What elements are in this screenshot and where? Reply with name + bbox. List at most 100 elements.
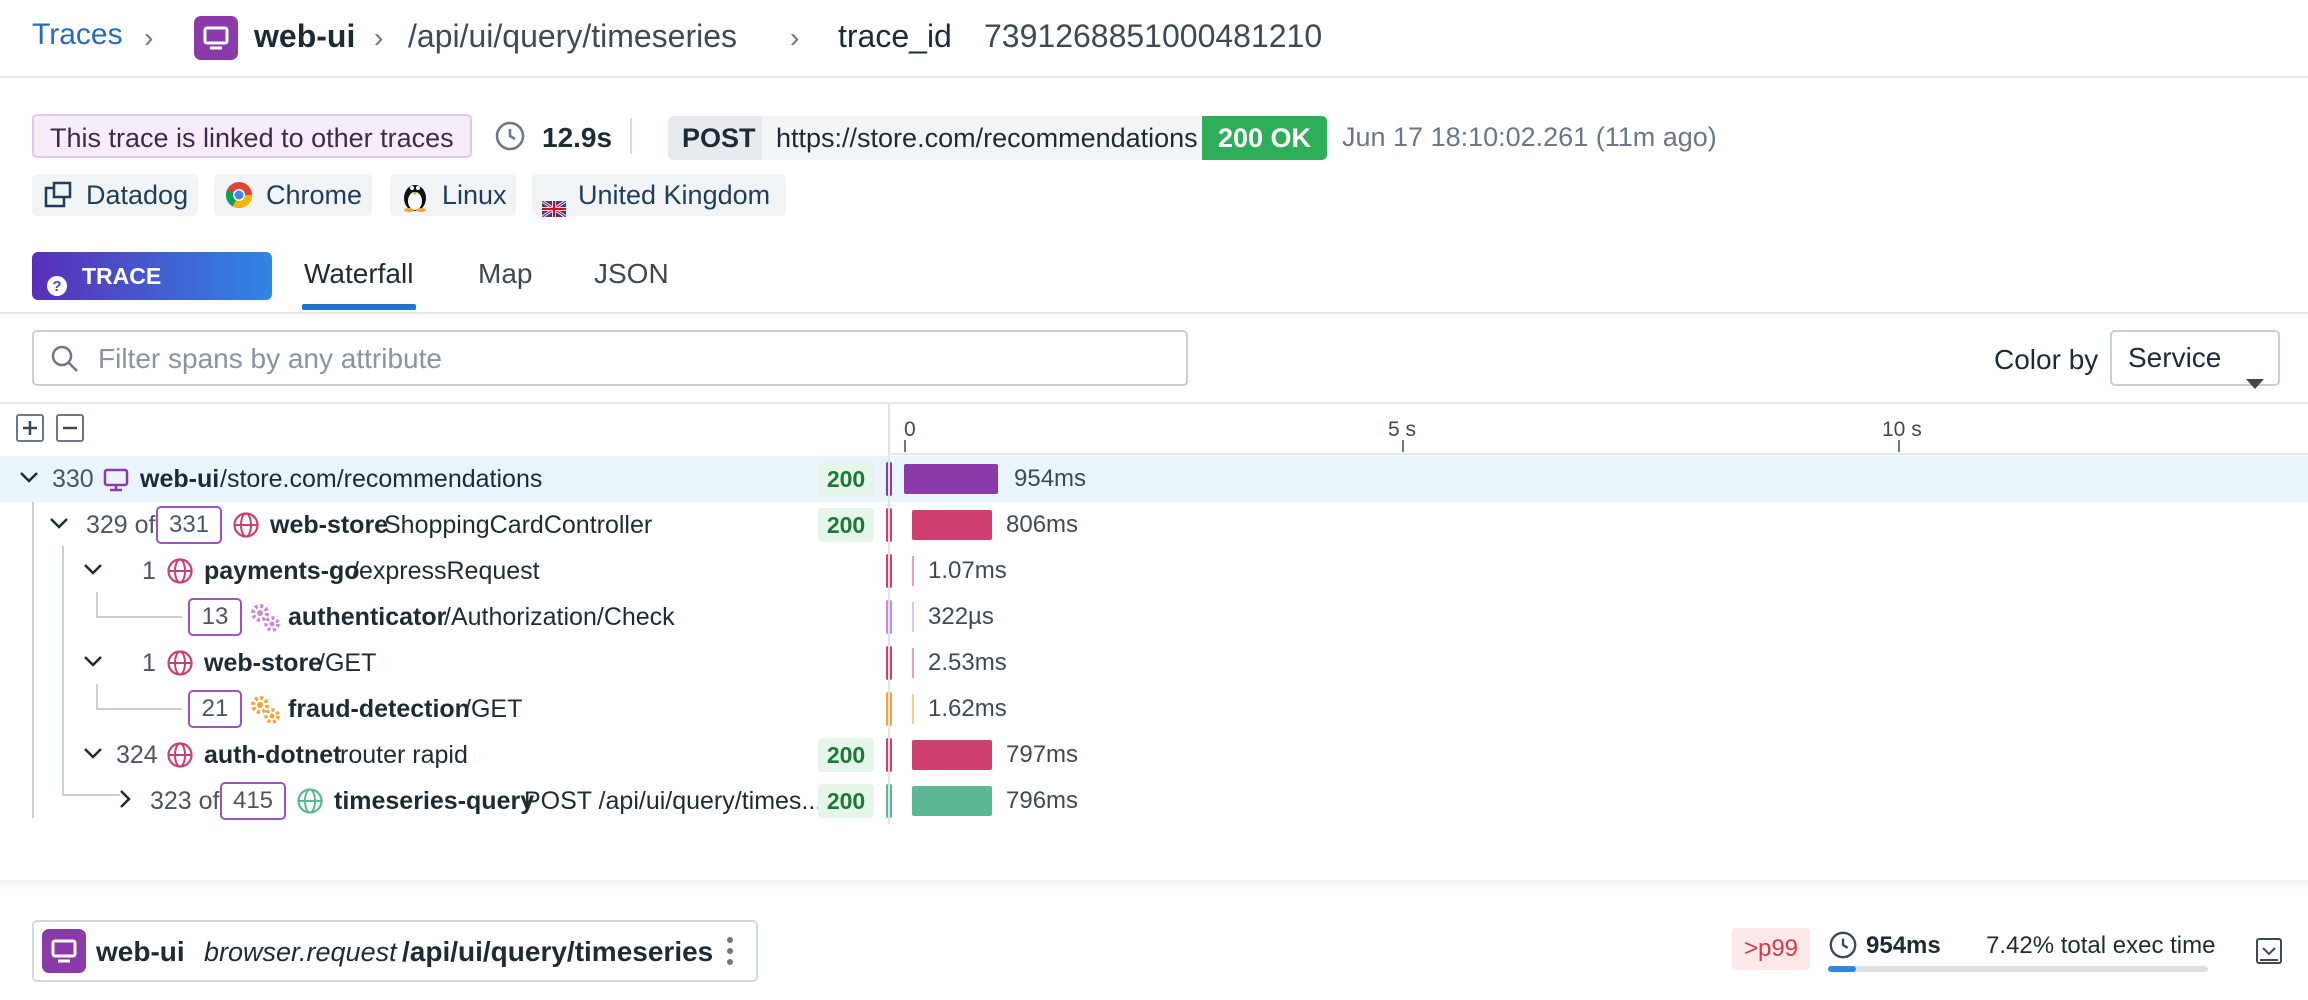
chevron-down-icon[interactable] <box>82 740 104 773</box>
http-status-badge: 200 OK <box>1202 116 1328 160</box>
trace-duration: 12.9s <box>542 122 613 153</box>
percentile-badge: >p99 <box>1732 928 1810 970</box>
span-service: fraud-detection <box>288 695 470 723</box>
svg-text:?: ? <box>52 278 61 295</box>
tree-guide <box>96 708 182 710</box>
span-resource: router rapid <box>340 741 468 769</box>
tag-linux[interactable]: Linux <box>390 174 516 216</box>
tag-chrome[interactable]: Chrome <box>214 174 372 216</box>
globe-icon <box>166 557 194 590</box>
span-bar[interactable] <box>904 464 998 494</box>
span-row[interactable]: 323 of 415 timeseries-query POST /api/ui… <box>0 778 2308 824</box>
span-children-badge[interactable]: 415 <box>220 782 286 820</box>
span-row[interactable]: 21 fraud-detection /GET 1.62ms <box>0 686 2308 732</box>
expand-all-button[interactable] <box>16 414 44 442</box>
span-row[interactable]: 1 web-store /GET 2.53ms <box>0 640 2308 686</box>
datadog-icon <box>42 180 74 222</box>
chevron-down-icon[interactable] <box>82 556 104 589</box>
caret-down-icon <box>2246 354 2264 406</box>
span-duration: 806ms <box>1006 511 1079 538</box>
span-duration: 2.53ms <box>928 649 1007 676</box>
footer-service[interactable]: web-ui <box>96 936 185 967</box>
tick-label-10s: 10 s <box>1882 418 1922 441</box>
chevron-down-icon[interactable] <box>48 510 70 543</box>
tab-waterfall[interactable]: Waterfall <box>304 258 414 289</box>
tag-label: Datadog <box>86 180 189 210</box>
span-service: payments-go <box>204 557 360 585</box>
span-service: timeseries-query <box>334 787 535 815</box>
more-options-icon[interactable] <box>724 934 736 973</box>
monitor-icon <box>102 466 130 499</box>
span-children-badge[interactable]: 21 <box>188 690 242 728</box>
trace-id-value: 7391268851000481210 <box>984 18 1323 54</box>
active-tab-indicator <box>302 304 416 310</box>
request-url[interactable]: https://store.com/recommendations <box>762 116 1212 160</box>
span-bar[interactable] <box>912 602 914 632</box>
tick-label-0: 0 <box>904 418 916 441</box>
chevron-down-icon[interactable] <box>82 648 104 681</box>
tree-guide <box>96 616 182 618</box>
breadcrumb-resource[interactable]: /api/ui/query/timeseries <box>408 18 738 54</box>
globe-icon <box>166 649 194 682</box>
tick-mark <box>1402 440 1404 452</box>
span-bar[interactable] <box>912 648 914 678</box>
span-row[interactable]: 1 payments-go /expressRequest 1.07ms <box>0 548 2308 594</box>
color-by-select[interactable]: Service <box>2110 330 2280 389</box>
span-duration: 322µs <box>928 603 994 630</box>
span-status-badge: 200 <box>818 462 874 496</box>
span-count: 324 <box>116 741 158 769</box>
chevron-right-icon[interactable] <box>114 786 136 819</box>
monitor-icon <box>194 16 238 60</box>
tab-json[interactable]: JSON <box>594 258 669 289</box>
span-children-badge[interactable]: 13 <box>188 598 242 636</box>
linked-traces-badge[interactable]: This trace is linked to other traces <box>32 114 472 158</box>
trace-preview-button[interactable]: ? TRACE PREVIEW <box>32 252 272 337</box>
span-bar[interactable] <box>912 740 992 770</box>
chevron-right-icon: › <box>144 22 154 53</box>
footer-operation: browser.request <box>204 937 397 967</box>
tag-label: Chrome <box>266 180 363 210</box>
globe-icon <box>166 741 194 774</box>
tree-guide <box>62 546 64 794</box>
trace-preview-label: TRACE PREVIEW <box>82 263 189 337</box>
breadcrumb-traces-link[interactable]: Traces <box>32 18 123 51</box>
collapse-panel-icon[interactable] <box>2254 936 2284 971</box>
tree-waterfall-splitter[interactable] <box>888 404 890 824</box>
tab-map[interactable]: Map <box>478 258 533 289</box>
exec-time-percent: 7.42% total exec time <box>1986 932 2216 959</box>
filter-box <box>32 330 1188 386</box>
exec-time-fill <box>1828 966 1856 972</box>
span-resource: /expressRequest <box>352 557 540 585</box>
span-children-badge[interactable]: 331 <box>156 506 222 544</box>
tag-label: Linux <box>442 180 507 210</box>
span-resource: /Authorization/Check <box>444 603 675 631</box>
span-duration: 1.62ms <box>928 695 1007 722</box>
span-row[interactable]: 13 authenticator /Authorization/Check 32… <box>0 594 2308 640</box>
globe-icon <box>296 787 324 820</box>
span-bar[interactable] <box>912 694 914 724</box>
span-resource: ShoppingCardController <box>384 511 653 539</box>
chevron-right-icon: › <box>790 22 800 53</box>
selected-span-header: web-ui browser.request /api/ui/query/tim… <box>32 920 758 982</box>
span-count: 330 <box>52 465 94 493</box>
color-by-value: Service <box>2128 342 2222 373</box>
span-bar[interactable] <box>912 786 992 816</box>
tag-datadog[interactable]: Datadog <box>32 174 198 216</box>
filter-spans-input[interactable] <box>96 338 1160 380</box>
span-row[interactable]: 330 web-ui /store.com/recommendations 20… <box>0 456 2308 502</box>
span-count: 323 of <box>150 787 220 815</box>
panel-divider[interactable] <box>0 880 2308 890</box>
chevron-down-icon[interactable] <box>18 464 40 497</box>
span-row[interactable]: 324 auth-dotnet router rapid 200 797ms <box>0 732 2308 778</box>
breadcrumb-service[interactable]: web-ui <box>254 18 356 54</box>
tag-country[interactable]: United Kingdom <box>532 174 786 219</box>
span-duration: 954ms <box>1014 465 1087 492</box>
trace-id-label: trace_id <box>838 18 952 54</box>
span-row[interactable]: 329 of 331 web-store ShoppingCardControl… <box>0 502 2308 548</box>
span-resource: /GET <box>464 695 523 723</box>
span-service: authenticator <box>288 603 447 631</box>
span-count: 329 of <box>86 511 156 539</box>
collapse-all-button[interactable] <box>56 414 84 442</box>
span-bar[interactable] <box>912 510 992 540</box>
span-bar[interactable] <box>912 556 914 586</box>
